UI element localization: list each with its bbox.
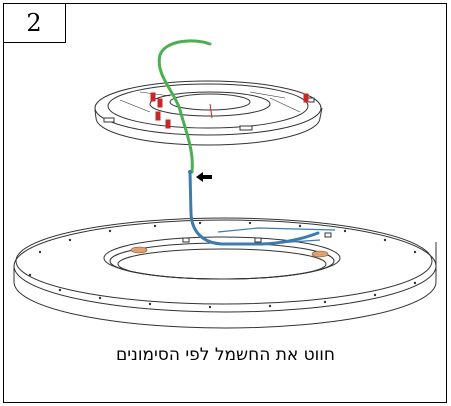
neutral-wire — [188, 170, 320, 246]
direction-arrow-icon — [196, 172, 212, 182]
instruction-caption: חווט את החשמל לפי הסימונים — [115, 345, 336, 365]
mounting-plate — [94, 80, 323, 146]
live-wire — [157, 39, 212, 174]
step-number: 2 — [3, 3, 66, 43]
illustration-frame — [3, 3, 447, 403]
base-ring — [13, 217, 437, 329]
red-markers — [150, 92, 309, 129]
